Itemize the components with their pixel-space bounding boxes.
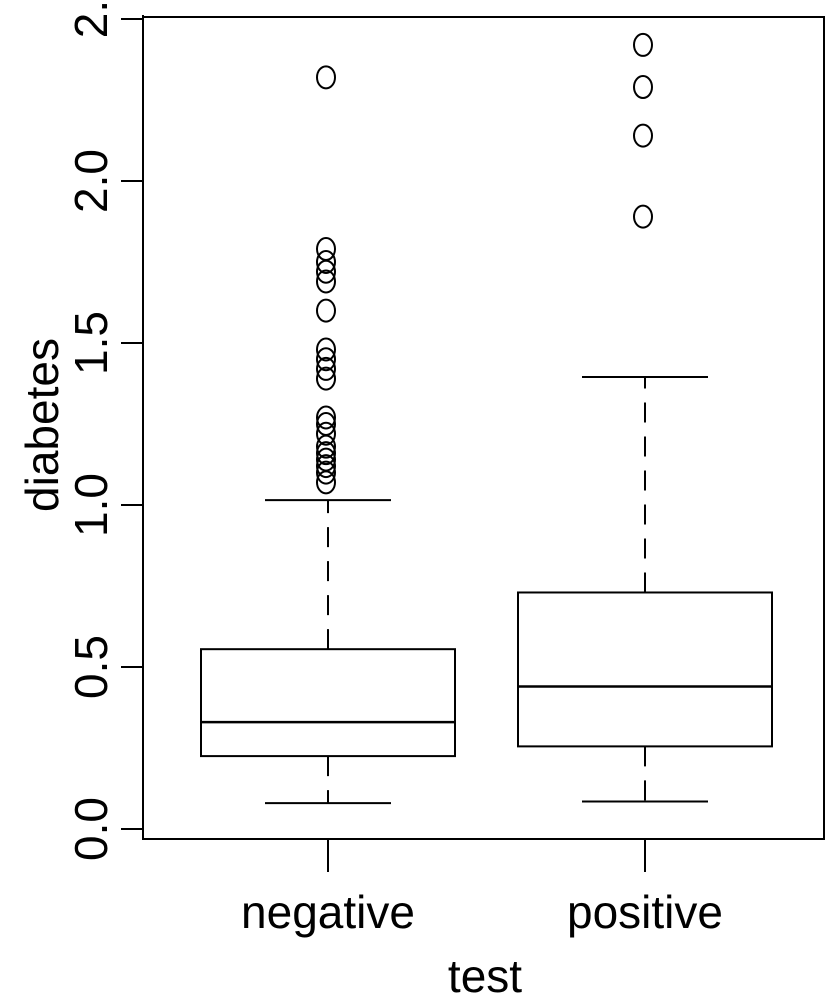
outlier-point: [316, 356, 336, 381]
y-tick-label: 2.: [65, 0, 117, 38]
outlier-point: [316, 434, 336, 459]
iqr-box: [200, 648, 456, 758]
x-tick-label: positive: [567, 886, 723, 938]
outlier-point: [316, 337, 336, 362]
y-tick-label: 1.0: [65, 473, 117, 537]
outlier-point: [316, 298, 336, 323]
outlier-point: [316, 65, 336, 90]
outlier-point: [316, 421, 336, 446]
iqr-box: [517, 591, 773, 748]
outlier-point: [316, 250, 336, 274]
outlier-point: [316, 269, 336, 294]
y-axis: 0.0 0.5 1.0 1.5 2.0 2. diabetes: [16, 0, 144, 861]
outlier-point: [316, 366, 336, 391]
x-tick-label: negative: [241, 886, 415, 938]
x-axis-title: test: [448, 950, 522, 1000]
y-tick-label: 2.0: [65, 149, 117, 213]
boxes-layer: [200, 32, 773, 805]
outlier-point: [316, 454, 336, 479]
outlier-point: [316, 347, 336, 372]
y-tick-label: 1.5: [65, 311, 117, 375]
outlier-point: [633, 204, 653, 229]
y-tick-label: 0.0: [65, 797, 117, 861]
outlier-point: [633, 75, 653, 100]
outlier-point: [316, 237, 336, 262]
outlier-point: [316, 460, 336, 485]
y-axis-title: diabetes: [16, 338, 68, 512]
outlier-point: [633, 32, 653, 57]
outlier-point: [316, 405, 336, 430]
plot-area: [142, 16, 825, 840]
outlier-point: [316, 441, 336, 466]
outlier-point: [316, 470, 336, 495]
box-positive: [517, 32, 773, 803]
x-axis: negative positive test: [241, 839, 723, 1000]
y-tick-label: 0.5: [65, 635, 117, 699]
y-ticks: 0.0 0.5 1.0 1.5 2.0 2.: [65, 0, 143, 861]
outlier-point: [316, 259, 336, 284]
outlier-point: [633, 123, 653, 148]
x-ticks: negative positive: [241, 839, 723, 938]
box-negative: [200, 65, 456, 805]
